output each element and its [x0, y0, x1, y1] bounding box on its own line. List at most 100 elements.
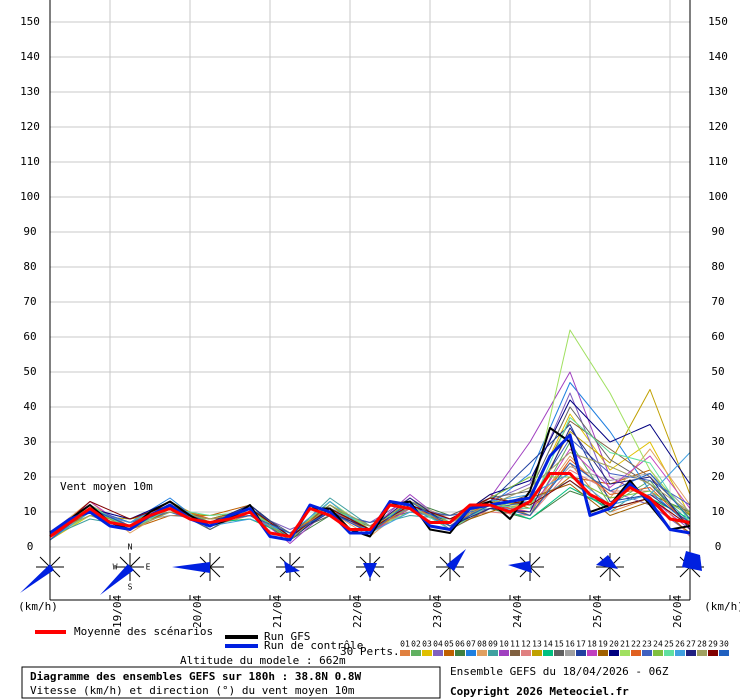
- legend-swatch: [576, 650, 586, 656]
- y-tick-label: 80: [23, 260, 36, 273]
- y-tick-label: 30: [23, 435, 36, 448]
- y-tick-label: 110: [20, 155, 40, 168]
- compass-w: W: [113, 563, 118, 572]
- legend-swatch: [433, 650, 443, 656]
- legend-label: 18: [587, 640, 597, 649]
- y-tick-label: 100: [20, 190, 40, 203]
- grid: [50, 0, 690, 548]
- y-tick-label: 150: [20, 15, 40, 28]
- series-line: [49, 472, 691, 538]
- legend-swatch: [422, 650, 432, 656]
- x-tick-label: 26/04: [671, 595, 684, 628]
- y-tick-label: 0: [27, 540, 34, 553]
- legend-label: 25: [664, 640, 674, 649]
- compass-s: S: [128, 583, 133, 592]
- chart-title: Diagramme des ensembles GEFS sur 180h : …: [30, 670, 362, 683]
- legend-label: 24: [653, 640, 663, 649]
- legend-label: 16: [565, 640, 575, 649]
- altitude-note: Altitude du modele : 662m: [180, 654, 346, 667]
- legend-label: 30: [719, 640, 729, 649]
- x-tick-label: 19/04: [111, 595, 124, 628]
- legend-swatch: [609, 650, 619, 656]
- legend-label: 06: [455, 640, 465, 649]
- legend-swatch: [499, 650, 509, 656]
- y-tick-label-right: 40: [711, 400, 724, 413]
- legend-swatch: [631, 650, 641, 656]
- legend-label: 01: [400, 640, 410, 649]
- legend-label: 15: [554, 640, 564, 649]
- legend-label: 11: [510, 640, 520, 649]
- y-tick-label: 10: [23, 505, 36, 518]
- legend-swatch: [598, 650, 608, 656]
- y-tick-label-right: 60: [711, 330, 724, 343]
- legend-label: 29: [708, 640, 718, 649]
- legend-swatch: [686, 650, 696, 656]
- x-tick-label: 23/04: [431, 595, 444, 628]
- y-tick-label-right: 80: [711, 260, 724, 273]
- y-tick-label-right: 100: [708, 190, 728, 203]
- copyright: Copyright 2026 Meteociel.fr: [450, 685, 629, 698]
- legend-label: Run de contrôle: [264, 639, 363, 652]
- legend-label: 21: [620, 640, 630, 649]
- legend-label: 09: [488, 640, 498, 649]
- y-tick-label-right: 0: [715, 540, 722, 553]
- y-tick-label-right: 30: [711, 435, 724, 448]
- y-tick-label-right: 120: [708, 120, 728, 133]
- legend-swatch: [444, 650, 454, 656]
- legend-label: Moyenne des scénarios: [74, 625, 213, 638]
- y-tick-label-right: 10: [711, 505, 724, 518]
- legend-label: Run GFS: [264, 630, 310, 643]
- x-tick-label: 25/04: [591, 595, 604, 628]
- legend-swatch: [466, 650, 476, 656]
- legend-swatch: [455, 650, 465, 656]
- legend-swatch: [510, 650, 520, 656]
- y-tick-label: 20: [23, 470, 36, 483]
- legend-label: 17: [576, 640, 586, 649]
- y-tick-label-right: 70: [711, 295, 724, 308]
- y-tick-label: 40: [23, 400, 36, 413]
- y-tick-label-right: 20: [711, 470, 724, 483]
- y-tick-label: 120: [20, 120, 40, 133]
- legend-swatch: [653, 650, 663, 656]
- run-info: Ensemble GEFS du 18/04/2026 - 06Z: [450, 665, 669, 678]
- y-tick-label: 60: [23, 330, 36, 343]
- y-unit-left: (km/h): [18, 600, 58, 613]
- chart-subtitle: Vitesse (km/h) et direction (°) du vent …: [30, 684, 355, 697]
- y-tick-label-right: 150: [708, 15, 728, 28]
- y-tick-label: 90: [23, 225, 36, 238]
- y-tick-label: 70: [23, 295, 36, 308]
- legend-swatch: [488, 650, 498, 656]
- legend-swatch: [554, 650, 564, 656]
- legend-swatch: [697, 650, 707, 656]
- legend-label: 27: [686, 640, 696, 649]
- x-tick-label: 21/04: [271, 595, 284, 628]
- legend-label: 05: [444, 640, 454, 649]
- wind-directions: [20, 549, 704, 595]
- annotation: Vent moyen 10m: [60, 480, 153, 493]
- legend-swatch: [521, 650, 531, 656]
- compass-n: N: [128, 543, 133, 552]
- legend-label: 13: [532, 640, 542, 649]
- y-tick-label: 130: [20, 85, 40, 98]
- legend-label: 19: [598, 640, 608, 649]
- legend-swatch: [620, 650, 630, 656]
- y-tick-label-right: 90: [711, 225, 724, 238]
- legend-label: 22: [631, 640, 641, 649]
- y-tick-label: 50: [23, 365, 36, 378]
- legend-swatch: [532, 650, 542, 656]
- legend-label: 28: [697, 640, 707, 649]
- legend-swatch: [642, 650, 652, 656]
- y-tick-label-right: 140: [708, 50, 728, 63]
- legend-label: 26: [675, 640, 685, 649]
- x-tick-label: 24/04: [511, 595, 524, 628]
- legend-label: 02: [411, 640, 421, 649]
- legend-label: 07: [466, 640, 476, 649]
- legend-swatch: [664, 650, 674, 656]
- y-tick-label-right: 50: [711, 365, 724, 378]
- y-tick-label-right: 130: [708, 85, 728, 98]
- legend-label: 08: [477, 640, 487, 649]
- compass-e: E: [146, 563, 151, 572]
- legend-swatch: [543, 650, 553, 656]
